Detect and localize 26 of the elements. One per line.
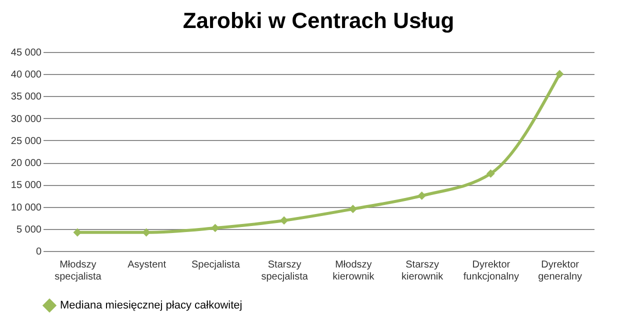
y-tick-label: 15 000 [10,180,42,192]
x-tick-label: Dyrektor funkcjonalny [463,260,519,282]
x-tick-label: Asystent [128,260,166,270]
y-tick-label: 45 000 [10,48,42,58]
y-tick-label: 0 [36,246,42,258]
legend-label: Mediana miesięcznej płacy całkowitej [60,300,242,312]
y-tick-label: 35 000 [10,92,42,103]
point [555,70,564,78]
x-tick-label: Specjalista [192,260,240,270]
y-tick-label: 30 000 [10,114,42,125]
y-tick-label: 10 000 [10,202,42,214]
x-tick-label: Młodszy kierownik [332,260,376,282]
point [486,169,495,178]
y-tick-label: 25 000 [10,136,42,147]
chart-title: Zarobki w Centrach Usług [182,8,454,33]
x-tick-label: Starszy kierownik [401,260,444,282]
x-tick-label: Dyrektor generalny [538,260,582,282]
x-tick-label: Starszy specjalista [261,260,308,282]
y-tick-label: 40 000 [10,70,42,81]
point [418,192,426,200]
y-tick-label: 20 000 [10,158,42,170]
y-tick-label: 5 000 [16,224,42,236]
point [211,224,220,232]
x-tick-label: Młodszy specjalista [54,260,102,282]
point [348,204,358,214]
point [142,228,150,237]
